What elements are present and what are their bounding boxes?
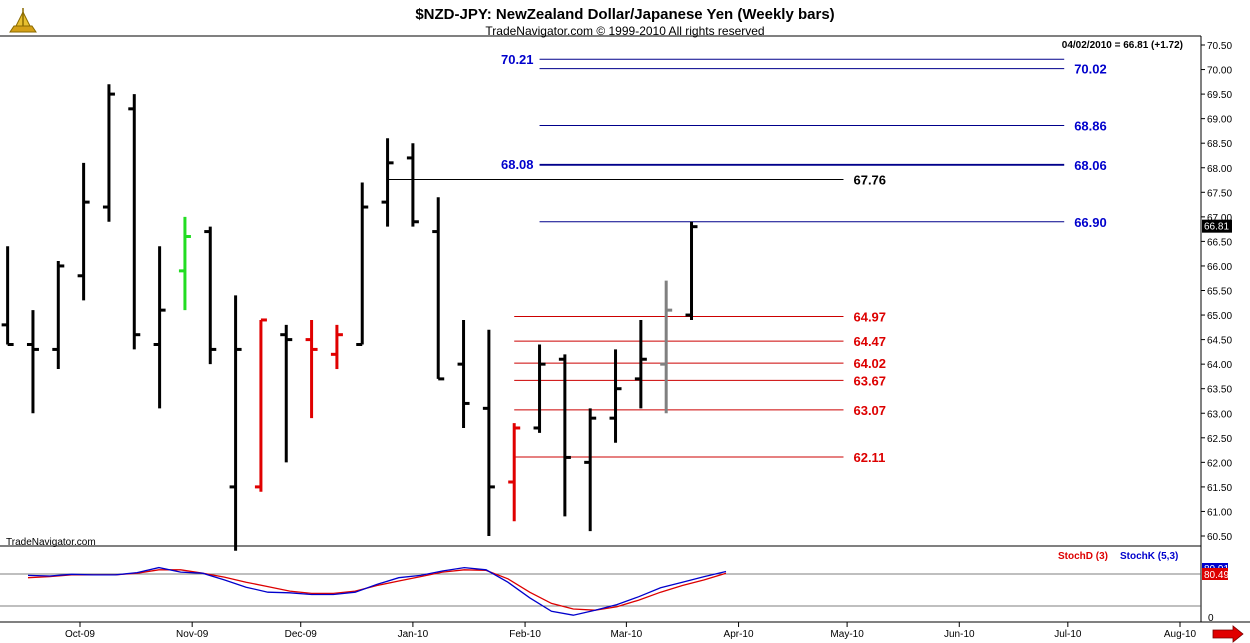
stoch-zero-tick: 0 [1208, 613, 1214, 624]
y-tick-label: 63.50 [1207, 385, 1232, 396]
level-label: 70.02 [1074, 62, 1107, 77]
ohlc-bar [634, 319, 647, 409]
stoch-d-line [27, 569, 727, 611]
stoch-k-line [27, 566, 727, 616]
level-label: 68.08 [501, 157, 534, 172]
y-tick-label: 67.50 [1207, 188, 1232, 199]
y-tick-label: 66.50 [1207, 237, 1232, 248]
x-tick-label: Jul-10 [1054, 629, 1082, 640]
y-tick-label: 68.00 [1207, 164, 1232, 175]
ohlc-bar [204, 226, 217, 365]
stoch-k-legend: StochK (5,3) [1120, 551, 1178, 562]
y-tick-label: 68.50 [1207, 139, 1232, 150]
ohlc-bar [254, 318, 267, 492]
y-tick-label: 69.00 [1207, 115, 1232, 126]
y-tick-label: 62.00 [1207, 458, 1232, 469]
trade-navigator-logo-icon [9, 8, 37, 33]
y-tick-label: 64.50 [1207, 336, 1232, 347]
ohlc-bar [457, 319, 470, 428]
ohlc-bar [685, 221, 698, 320]
y-tick-label: 61.00 [1207, 507, 1232, 518]
stoch-d-value: 80.49 [1204, 570, 1229, 581]
y-tick-label: 63.00 [1207, 409, 1232, 420]
ohlc-bar [128, 94, 141, 350]
ohlc-bar [77, 162, 90, 301]
x-tick-label: Jan-10 [398, 629, 429, 640]
x-tick-label: Apr-10 [724, 629, 754, 640]
ohlc-bar [153, 246, 166, 409]
ohlc-bar [584, 408, 597, 532]
y-tick-label: 70.50 [1207, 41, 1232, 52]
ohlc-bar [558, 354, 571, 517]
x-tick-label: Oct-09 [65, 629, 95, 640]
level-label: 67.76 [853, 173, 886, 188]
ohlc-bar [356, 182, 369, 347]
stoch-d-value-box [1202, 568, 1228, 580]
y-tick-label: 60.50 [1207, 532, 1232, 543]
level-label: 70.21 [501, 52, 534, 67]
ohlc-bar [1, 246, 14, 347]
x-tick-label: Feb-10 [509, 629, 541, 640]
y-tick-label: 67.00 [1207, 213, 1232, 224]
ohlc-bar [660, 280, 673, 414]
level-label: 64.47 [853, 334, 886, 349]
x-tick-label: Jun-10 [944, 629, 975, 640]
x-tick-label: Aug-10 [1164, 629, 1197, 640]
chart-subtitle: TradeNavigator.com © 1999-2010 All right… [485, 24, 764, 38]
y-tick-label: 66.00 [1207, 262, 1232, 273]
level-label: 62.11 [853, 450, 885, 465]
price-bars [1, 84, 698, 551]
ohlc-bar [229, 295, 242, 551]
y-tick-label: 61.50 [1207, 483, 1232, 494]
ohlc-bar [102, 84, 115, 222]
watermark: TradeNavigator.com [6, 537, 96, 548]
y-tick-label: 70.00 [1207, 66, 1232, 77]
level-label: 68.06 [1074, 158, 1107, 173]
ohlc-bar [280, 324, 293, 463]
level-label: 64.02 [853, 356, 886, 371]
level-label: 63.67 [853, 373, 886, 388]
ohlc-bar [305, 319, 318, 419]
stochastic-pane: StochD (3) StochK (5,3) 80.91 80.49 0 [0, 551, 1229, 624]
ohlc-bar [508, 423, 521, 522]
ohlc-bar [432, 197, 445, 381]
y-tick-label: 65.00 [1207, 311, 1232, 322]
level-label: 66.90 [1074, 215, 1107, 230]
ohlc-bar [533, 344, 546, 433]
y-tick-label: 65.50 [1207, 287, 1232, 298]
scroll-right-arrow-icon[interactable] [1212, 625, 1244, 643]
level-label: 64.97 [853, 310, 886, 325]
status-readout: 04/02/2010 = 66.81 (+1.72) [1062, 40, 1183, 51]
price-axis: 60.50 61.00 61.50 62.00 62.50 63.00 63.50 64.00… [1201, 41, 1232, 543]
y-tick-label: 64.00 [1207, 360, 1232, 371]
date-axis: Oct-09 Nov-09 Dec-09 Jan-10 Feb-10 Mar-10 Apr-… [65, 622, 1197, 640]
x-tick-label: Dec-09 [285, 629, 318, 640]
level-label: 68.86 [1074, 119, 1107, 134]
ohlc-bar [178, 216, 191, 311]
last-price-box [1202, 219, 1232, 233]
ohlc-bar [609, 349, 622, 443]
ohlc-bar [330, 324, 343, 370]
level-label: 63.07 [853, 403, 886, 418]
ohlc-bar [381, 138, 394, 227]
ohlc-bar [482, 329, 495, 536]
x-tick-label: Nov-09 [176, 629, 209, 640]
stoch-d-legend: StochD (3) [1058, 551, 1108, 562]
chart-title: $NZD-JPY: NewZealand Dollar/Japanese Yen… [415, 6, 834, 23]
ohlc-bar [52, 261, 65, 370]
y-tick-label: 62.50 [1207, 434, 1232, 445]
ohlc-bar [26, 310, 39, 414]
x-tick-label: Mar-10 [611, 629, 643, 640]
y-tick-label: 69.50 [1207, 90, 1232, 101]
last-price-label: 66.81 [1204, 222, 1229, 233]
ohlc-bar [406, 143, 419, 227]
x-tick-label: May-10 [830, 629, 864, 640]
